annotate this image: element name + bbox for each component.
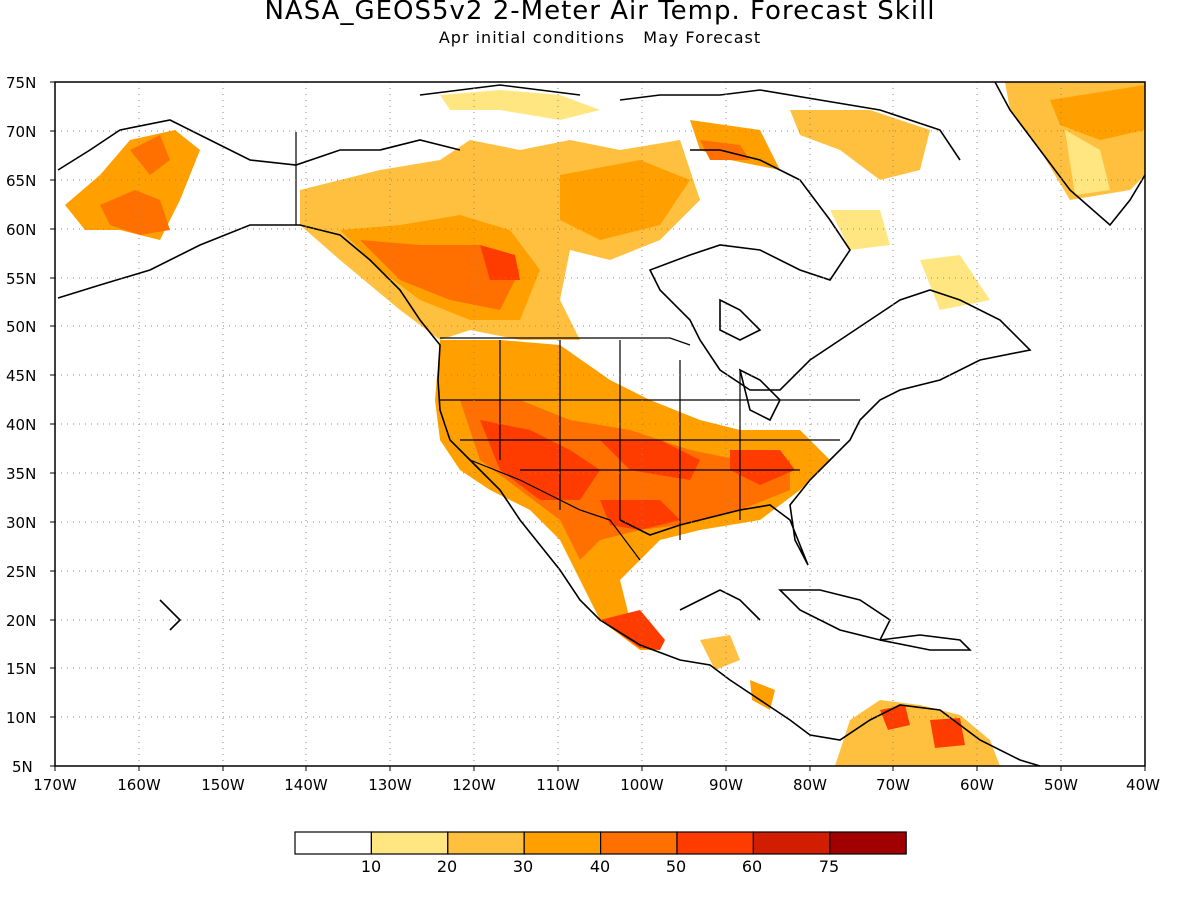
colorbar-swatch [752,831,831,855]
lon-label: 80W [793,776,827,794]
lon-label: 110W [536,776,580,794]
lat-label: 55N [6,270,36,288]
lat-label: 15N [6,660,36,678]
lat-label: 10N [6,709,36,727]
lat-axis [50,81,55,767]
colorbar-swatch [599,831,678,855]
map-title: NASA_GEOS5v2 2-Meter Air Temp. Forecast … [264,0,936,26]
lon-label: 170W [33,776,77,794]
gridlines [55,82,1145,766]
colorbar-label: 40 [590,857,610,876]
lon-label: 150W [201,776,245,794]
lat-label: 20N [6,612,36,630]
lat-label: 65N [6,172,36,190]
colorbar-swatch [676,831,755,855]
lat-label: 5N [12,758,33,776]
lon-label: 130W [368,776,412,794]
map-area [54,81,1146,767]
lon-label: 90W [709,776,743,794]
lon-label: 70W [876,776,910,794]
shading-mexico [600,610,665,650]
colorbar-labels: 10 20 30 40 50 60 75 [361,857,839,876]
lat-tick-labels: 75N 70N 65N 60N 55N 50N 45N 40N 35N 30N … [6,74,36,776]
map-subtitle: Apr initial conditions May Forecast [438,28,762,47]
lat-label: 50N [6,318,36,336]
colorbar-swatch [523,831,602,855]
skill-shading [65,82,1145,766]
lat-label: 30N [6,514,36,532]
borders [295,132,860,561]
colorbar-label: 30 [513,857,533,876]
lon-label: 50W [1044,776,1078,794]
colorbar-swatch [294,831,373,855]
lat-label: 25N [6,563,36,581]
lat-label: 70N [6,123,36,141]
lat-label: 75N [6,74,36,92]
lon-label: 60W [960,776,994,794]
shading-alaska-core [100,190,170,235]
lat-label: 60N [6,221,36,239]
lat-label: 40N [6,416,36,434]
colorbar-swatch [829,831,907,855]
lon-label: 40W [1126,776,1160,794]
colorbar-swatch [370,831,449,855]
colorbar-label: 75 [819,857,839,876]
lon-label: 160W [117,776,161,794]
lon-label: 100W [620,776,664,794]
colorbar-label: 20 [437,857,457,876]
colorbar-label: 10 [361,857,381,876]
colorbar: 10 20 30 40 50 60 75 [294,831,907,876]
lat-label: 35N [6,465,36,483]
lon-tick-labels: 170W 160W 150W 140W 130W 120W 110W 100W … [33,776,1160,794]
coastlines [57,81,1146,767]
colorbar-label: 60 [742,857,762,876]
lon-axis [54,766,1146,771]
colorbar-swatch [447,831,525,855]
lon-label: 120W [452,776,496,794]
lat-label: 45N [6,367,36,385]
colorbar-swatches [294,831,907,855]
lon-label: 140W [284,776,328,794]
colorbar-label: 50 [666,857,686,876]
